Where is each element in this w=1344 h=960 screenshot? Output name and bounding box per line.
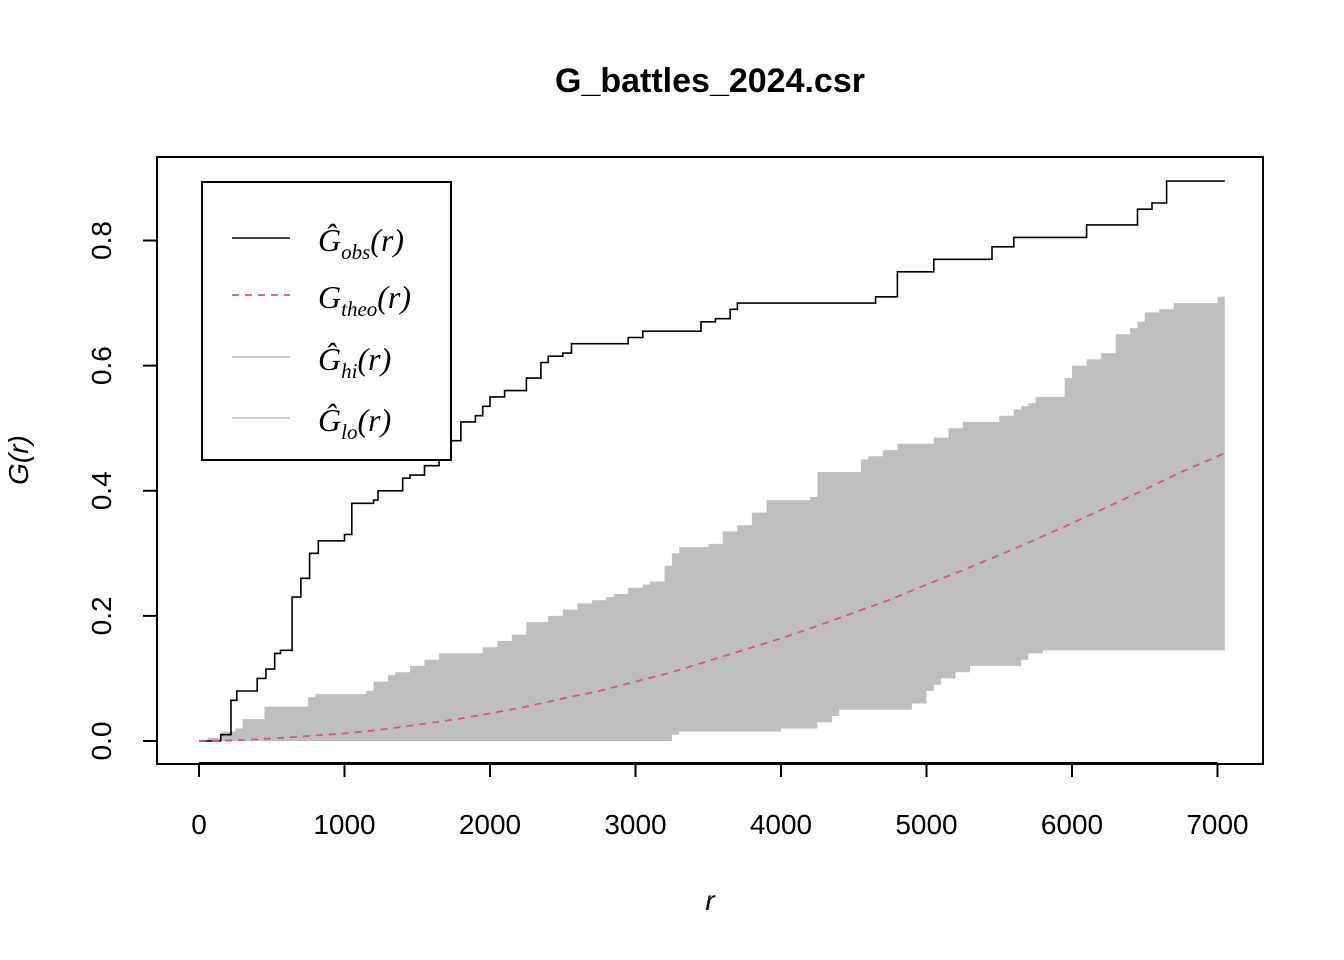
chart-title: G_battles_2024.csr	[555, 62, 865, 100]
y-tick-label: 0.4	[86, 471, 117, 510]
legend-label-theo: Gtheo(r)	[318, 279, 411, 321]
y-tick-label: 0.0	[86, 722, 117, 761]
legend: Ĝobs(r) Gtheo(r) Ĝhi(r) Ĝlo(r)	[201, 181, 452, 461]
x-tick-label: 7000	[1186, 809, 1248, 840]
x-tick-label: 5000	[895, 809, 957, 840]
y-tick-label: 0.2	[86, 596, 117, 635]
x-axis-label: r	[705, 885, 716, 916]
x-tick-label: 4000	[750, 809, 812, 840]
y-axis-label: G(r)	[3, 435, 34, 485]
x-axis: 0 1000 2000 3000 4000 5000 6000 7000	[191, 762, 1249, 840]
x-tick-label: 3000	[604, 809, 666, 840]
legend-label-hi: Ĝhi(r)	[318, 341, 391, 383]
x-tick-label: 6000	[1041, 809, 1103, 840]
y-tick-label: 0.8	[86, 221, 117, 260]
x-tick-label: 2000	[459, 809, 521, 840]
series-line-obs	[199, 180, 1225, 742]
y-axis: 0.0 0.2 0.4 0.6 0.8	[86, 221, 158, 761]
envelope-band	[199, 284, 1225, 741]
series-line-theo	[198, 452, 1226, 742]
legend-label-lo: Ĝlo(r)	[318, 402, 391, 444]
y-tick-label: 0.6	[86, 346, 117, 385]
plot-area	[198, 180, 1226, 742]
x-tick-label: 1000	[313, 809, 375, 840]
legend-box	[201, 181, 452, 461]
x-tick-label: 0	[191, 809, 207, 840]
legend-label-obs: Ĝobs(r)	[318, 222, 404, 264]
